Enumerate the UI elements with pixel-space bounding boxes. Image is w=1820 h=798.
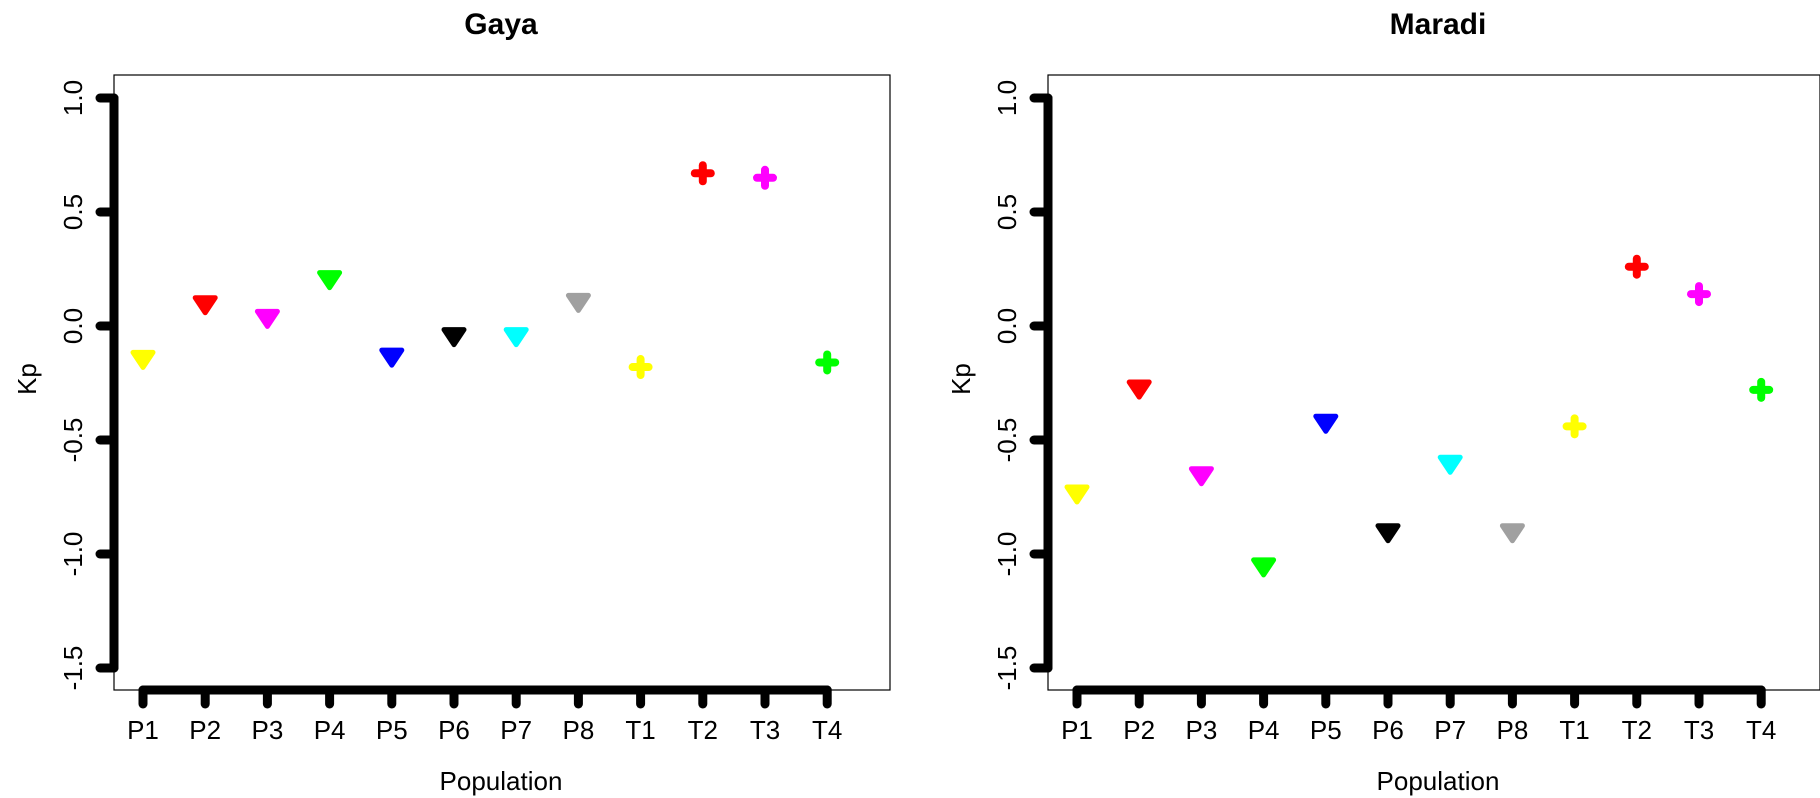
data-point-p1 bbox=[1064, 484, 1090, 505]
x-tick-label: P2 bbox=[1123, 715, 1155, 745]
x-tick-label: T3 bbox=[750, 715, 780, 745]
y-tick-label: 1.0 bbox=[992, 80, 1022, 116]
y-tick-label: 1.0 bbox=[58, 80, 88, 116]
x-tick-label: P7 bbox=[500, 715, 532, 745]
data-point-p8 bbox=[565, 292, 591, 313]
data-point-p2 bbox=[192, 295, 218, 316]
x-tick-label: T1 bbox=[1559, 715, 1589, 745]
data-point-t4 bbox=[1749, 377, 1774, 402]
data-point-p4 bbox=[1251, 557, 1277, 578]
data-point-p8 bbox=[1499, 523, 1525, 544]
y-tick-label: 0.5 bbox=[58, 194, 88, 230]
x-tick-label: P8 bbox=[1496, 715, 1528, 745]
data-point-p5 bbox=[1313, 413, 1339, 434]
data-point-p3 bbox=[1188, 466, 1214, 487]
x-tick-label: P2 bbox=[189, 715, 221, 745]
x-tick-label: P4 bbox=[314, 715, 346, 745]
x-tick-label: T2 bbox=[1622, 715, 1652, 745]
chart-title: Gaya bbox=[464, 8, 538, 41]
data-point-t2 bbox=[690, 161, 715, 186]
x-tick-label: P4 bbox=[1248, 715, 1280, 745]
x-tick-label: P1 bbox=[127, 715, 159, 745]
x-axis-label: Population bbox=[440, 766, 563, 796]
x-tick-label: P6 bbox=[1372, 715, 1404, 745]
x-tick-label: P8 bbox=[562, 715, 594, 745]
panel-gaya: Gaya Population Kp 1.0 0.5 0.0 -0.5 -1.0 -1.5… bbox=[12, 8, 891, 796]
y-tick-label: -0.5 bbox=[992, 418, 1022, 463]
x-tick-label: T3 bbox=[1684, 715, 1714, 745]
y-tick-label: -0.5 bbox=[58, 418, 88, 463]
y-axis-label: Kp bbox=[946, 363, 976, 395]
x-tick-label: T2 bbox=[688, 715, 718, 745]
x-tick-label: T4 bbox=[1746, 715, 1776, 745]
data-point-t4 bbox=[815, 350, 840, 375]
data-point-p4 bbox=[317, 270, 343, 291]
y-tick-label: -1.0 bbox=[992, 532, 1022, 577]
y-tick-label: -1.5 bbox=[58, 646, 88, 691]
x-tick-label: T4 bbox=[812, 715, 842, 745]
plot-frame bbox=[1047, 74, 1820, 691]
x-axis-label: Population bbox=[1377, 766, 1500, 796]
x-tick-label: P5 bbox=[1310, 715, 1342, 745]
data-point-p1 bbox=[130, 349, 156, 370]
data-point-p3 bbox=[254, 308, 280, 329]
y-tick-label: 0.5 bbox=[992, 194, 1022, 230]
y-tick-label: 0.0 bbox=[58, 308, 88, 344]
y-tick-label: -1.5 bbox=[992, 646, 1022, 691]
x-tick-label: P6 bbox=[438, 715, 470, 745]
chart-title: Maradi bbox=[1390, 8, 1487, 41]
data-point-t3 bbox=[1687, 282, 1711, 307]
data-point-t2 bbox=[1624, 254, 1649, 279]
data-point-t3 bbox=[753, 165, 777, 190]
data-point-p7 bbox=[1437, 454, 1463, 475]
x-tick-label: P7 bbox=[1434, 715, 1466, 745]
data-point-p6 bbox=[1375, 523, 1401, 544]
x-tick-label: P3 bbox=[251, 715, 283, 745]
x-tick-label: T1 bbox=[625, 715, 655, 745]
data-point-p6 bbox=[441, 327, 467, 348]
y-axis-label: Kp bbox=[12, 363, 42, 395]
y-tick-label: -1.0 bbox=[58, 532, 88, 577]
plot-frame bbox=[113, 74, 891, 691]
x-tick-label: P5 bbox=[376, 715, 408, 745]
x-tick-label: P3 bbox=[1185, 715, 1217, 745]
data-point-t1 bbox=[1562, 414, 1587, 439]
data-point-p2 bbox=[1126, 379, 1152, 400]
panel-maradi: Maradi Population Kp 1.0 0.5 0.0 -0.5 -1.0 -1… bbox=[946, 8, 1820, 796]
data-point-p5 bbox=[379, 347, 405, 368]
data-point-p7 bbox=[503, 327, 529, 348]
data-point-t1 bbox=[628, 355, 653, 380]
x-tick-label: P1 bbox=[1061, 715, 1093, 745]
y-tick-label: 0.0 bbox=[992, 308, 1022, 344]
